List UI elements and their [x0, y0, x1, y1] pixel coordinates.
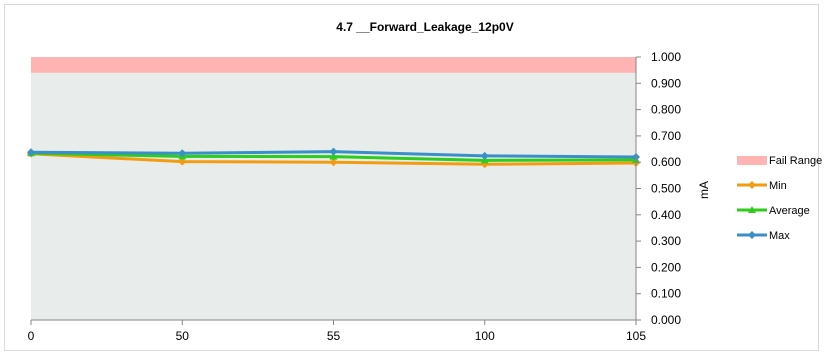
legend-marker — [748, 206, 756, 213]
series-layer — [27, 147, 640, 169]
legend-label: Fail Range — [769, 155, 822, 167]
y-tick-label: 0.600 — [651, 155, 681, 169]
plot-background — [31, 57, 636, 320]
x-tick-label: 100 — [475, 329, 495, 343]
plot-area — [31, 57, 636, 320]
x-tick-label: 105 — [626, 329, 646, 343]
x-tick-label: 50 — [176, 329, 190, 343]
x-tick-label: 0 — [28, 329, 35, 343]
legend-item-average: Average — [737, 205, 810, 217]
data-point-min — [178, 157, 187, 166]
y-tick-label: 0.800 — [651, 103, 681, 117]
y-tick-label: 0.400 — [651, 208, 681, 222]
legend-marker — [748, 181, 756, 189]
chart-title: 4.7 __Forward_Leakage_12p0V — [336, 20, 513, 34]
legend-label: Average — [769, 205, 810, 217]
y-tick-label: 0.000 — [651, 313, 681, 327]
legend-item-min: Min — [737, 180, 787, 192]
data-point-average — [329, 152, 338, 160]
data-point-max — [329, 147, 338, 156]
y-tick-label: 0.500 — [651, 182, 681, 196]
y-tick-label: 0.900 — [651, 76, 681, 90]
legend-marker — [748, 231, 756, 239]
axes: 0 50 55 100 105 0.000 0.100 0.200 0.300 0.400 0.50… — [28, 50, 682, 343]
legend-label: Min — [769, 180, 787, 192]
legend-swatch — [737, 156, 767, 165]
x-tick-label: 55 — [327, 329, 341, 343]
y-tick-label: 0.300 — [651, 234, 681, 248]
y-tick-label: 1.000 — [651, 50, 681, 64]
legend: Fail Range Min Average Max — [737, 155, 822, 242]
y-axis-label: mA — [697, 181, 711, 199]
legend-item-max: Max — [737, 230, 790, 242]
legend-item-fail-range: Fail Range — [737, 155, 822, 167]
y-tick-label: 0.200 — [651, 260, 681, 274]
fail-range-band — [31, 57, 636, 73]
data-point-max — [178, 149, 187, 158]
data-point-min — [329, 158, 338, 167]
legend-label: Max — [769, 230, 790, 242]
data-point-max — [480, 151, 489, 160]
data-point-max — [27, 148, 35, 157]
y-tick-label: 0.700 — [651, 129, 681, 143]
y-tick-label: 0.100 — [651, 287, 681, 301]
